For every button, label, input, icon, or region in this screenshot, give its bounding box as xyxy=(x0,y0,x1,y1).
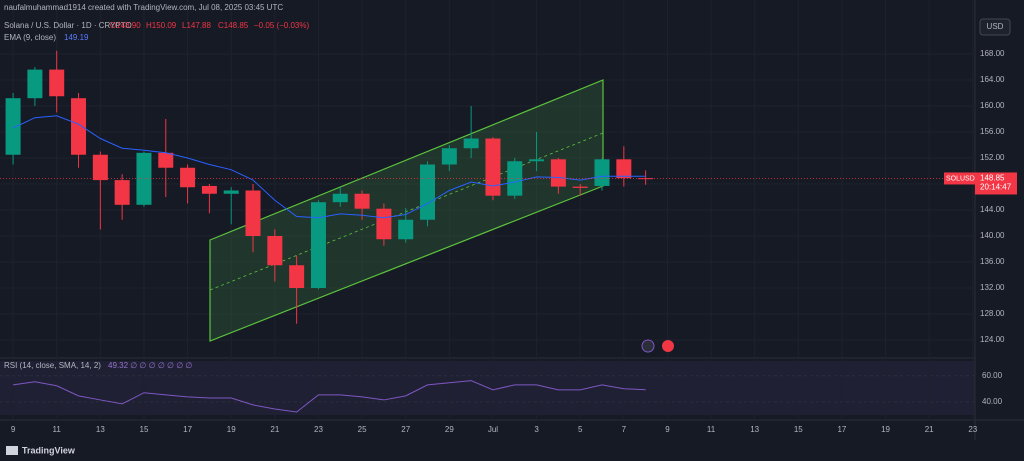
candle-body xyxy=(332,193,348,203)
candle-body xyxy=(27,69,43,99)
x-tick-label: 15 xyxy=(794,425,803,434)
ema-line xyxy=(12,115,646,219)
candle-body xyxy=(376,208,392,240)
candle-body xyxy=(245,190,261,236)
x-tick-label: 19 xyxy=(227,425,236,434)
price-tag xyxy=(975,172,1017,195)
y-tick-label: 144.00 xyxy=(980,205,1005,214)
x-tick-label: 7 xyxy=(622,425,627,434)
y-tick-label: 124.00 xyxy=(980,335,1005,344)
x-tick-label: 17 xyxy=(183,425,192,434)
y-tick-label: 168.00 xyxy=(980,49,1005,58)
ohlc-value: O148.90 xyxy=(110,21,141,30)
parallel-channel xyxy=(209,79,604,342)
x-tick-label: 25 xyxy=(358,425,367,434)
price-tag-label: 148.85 xyxy=(980,174,1005,183)
currency-box[interactable] xyxy=(979,18,1011,36)
ohlc-value: L147.88 xyxy=(182,21,211,30)
author: naufalmuhammad1914 created with TradingV… xyxy=(4,3,283,12)
candle-body xyxy=(529,159,545,162)
change-value: −0.05 (−0.03%) xyxy=(254,21,309,30)
candle-body xyxy=(92,154,108,181)
y-tick-label: 160.00 xyxy=(980,101,1005,110)
y-tick-label: 128.00 xyxy=(980,309,1005,318)
candle-body xyxy=(180,167,196,188)
ohlc-legend: O148.90 H150.09 L147.88 C148.85 −0.05 (−0.03… xyxy=(110,21,309,30)
candle-body xyxy=(441,148,457,165)
rsi-tick-label: 60.00 xyxy=(982,371,1003,380)
x-tick-label: 9 xyxy=(665,425,670,434)
candle-body xyxy=(507,161,523,196)
logo-icon xyxy=(6,446,18,455)
rsi-line xyxy=(13,380,646,413)
marks xyxy=(0,50,975,413)
x-tick-label: 13 xyxy=(750,425,759,434)
rsi-value: 49.32 ∅ ∅ ∅ ∅ ∅ ∅ ∅ xyxy=(108,361,192,370)
x-tick-label: 17 xyxy=(837,425,846,434)
ohlc-value: C148.85 xyxy=(218,21,249,30)
x-tick-label: 19 xyxy=(881,425,890,434)
currency[interactable]: USD xyxy=(987,22,1004,31)
x-tick-label: 11 xyxy=(707,425,716,434)
candle-body xyxy=(158,152,174,168)
x-tick-label: 29 xyxy=(445,425,454,434)
symbol-tag-label: SOLUSD xyxy=(946,175,975,182)
ohlc-value: H150.09 xyxy=(146,21,177,30)
symbol-title: Solana / U.S. Dollar · 1D · CRYPTO xyxy=(4,21,132,30)
x-tick-label: 21 xyxy=(925,425,934,434)
x-tick-label: 11 xyxy=(53,425,62,434)
x-tick-label: 23 xyxy=(314,425,323,434)
ema-name: EMA (9, close) xyxy=(4,33,56,42)
ema-value: 149.19 xyxy=(64,33,89,42)
candle-body xyxy=(485,138,501,196)
y-tick-label: 132.00 xyxy=(980,283,1005,292)
x-tick-label: 23 xyxy=(968,425,977,434)
y-tick-label: 152.00 xyxy=(980,153,1005,162)
candle-body xyxy=(550,159,566,187)
candle-body xyxy=(267,236,283,266)
candle-body xyxy=(289,265,305,288)
y-tick-label: 156.00 xyxy=(980,127,1005,136)
x-tick-label: Jul xyxy=(488,425,498,434)
candle-body xyxy=(398,219,414,240)
rsi-tick-label: 40.00 xyxy=(982,397,1003,406)
symbol-tag xyxy=(944,172,975,185)
grid xyxy=(0,375,975,403)
candle-body xyxy=(616,159,632,179)
x-tick-label: 15 xyxy=(140,425,149,434)
channel-midline xyxy=(209,132,604,291)
rsi-name: RSI (14, close, SMA, 14, 2) xyxy=(4,361,101,370)
candle-body xyxy=(201,185,217,194)
event-icon[interactable] xyxy=(641,339,655,353)
candle-body xyxy=(310,202,326,288)
candle-body xyxy=(420,164,436,220)
y-tick-label: 140.00 xyxy=(980,231,1005,240)
candle-body xyxy=(223,190,239,194)
y-tick-label: 164.00 xyxy=(980,75,1005,84)
x-tick-label: 27 xyxy=(401,425,410,434)
candle-body xyxy=(136,152,152,205)
candle-body xyxy=(71,98,87,155)
candle-body xyxy=(114,180,130,205)
candle-body xyxy=(594,159,610,186)
countdown-label: 20:14:47 xyxy=(980,183,1012,192)
x-tick-label: 21 xyxy=(270,425,279,434)
candle-body xyxy=(572,186,588,188)
x-tick-label: 13 xyxy=(96,425,105,434)
candle-body xyxy=(49,69,65,97)
candle-body xyxy=(354,193,370,209)
footer-logo: TradingView xyxy=(22,445,76,455)
candle-body xyxy=(463,138,479,149)
candle-body xyxy=(5,98,21,155)
x-tick-label: 3 xyxy=(534,425,539,434)
x-tick-label: 9 xyxy=(11,425,16,434)
event-icon[interactable] xyxy=(662,340,674,352)
y-tick-label: 136.00 xyxy=(980,257,1005,266)
x-tick-label: 5 xyxy=(578,425,583,434)
